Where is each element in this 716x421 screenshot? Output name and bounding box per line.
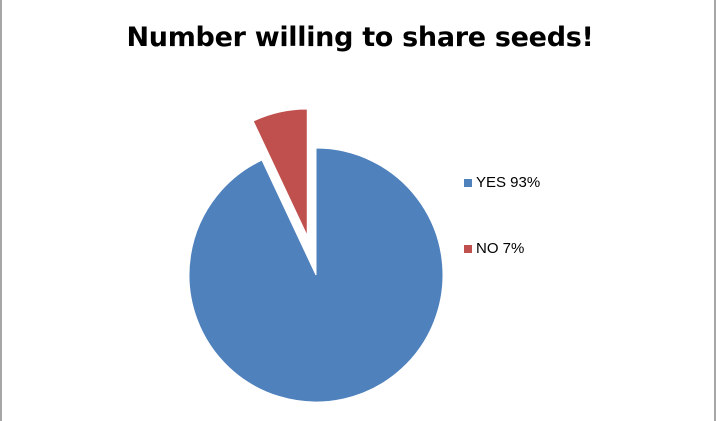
legend-item-yes: YES 93% bbox=[464, 174, 540, 191]
chart-title: Number willing to share seeds! bbox=[126, 22, 594, 53]
legend-swatch-yes bbox=[464, 178, 472, 187]
legend-label-no: NO 7% bbox=[476, 240, 525, 257]
pie-slices bbox=[188, 108, 444, 403]
legend-item-no: NO 7% bbox=[464, 240, 524, 257]
pie-slice-yes bbox=[188, 147, 444, 403]
pie-slice-no bbox=[252, 108, 308, 237]
legend-swatch-no bbox=[464, 244, 472, 253]
legend-label-yes: YES 93% bbox=[476, 174, 541, 191]
